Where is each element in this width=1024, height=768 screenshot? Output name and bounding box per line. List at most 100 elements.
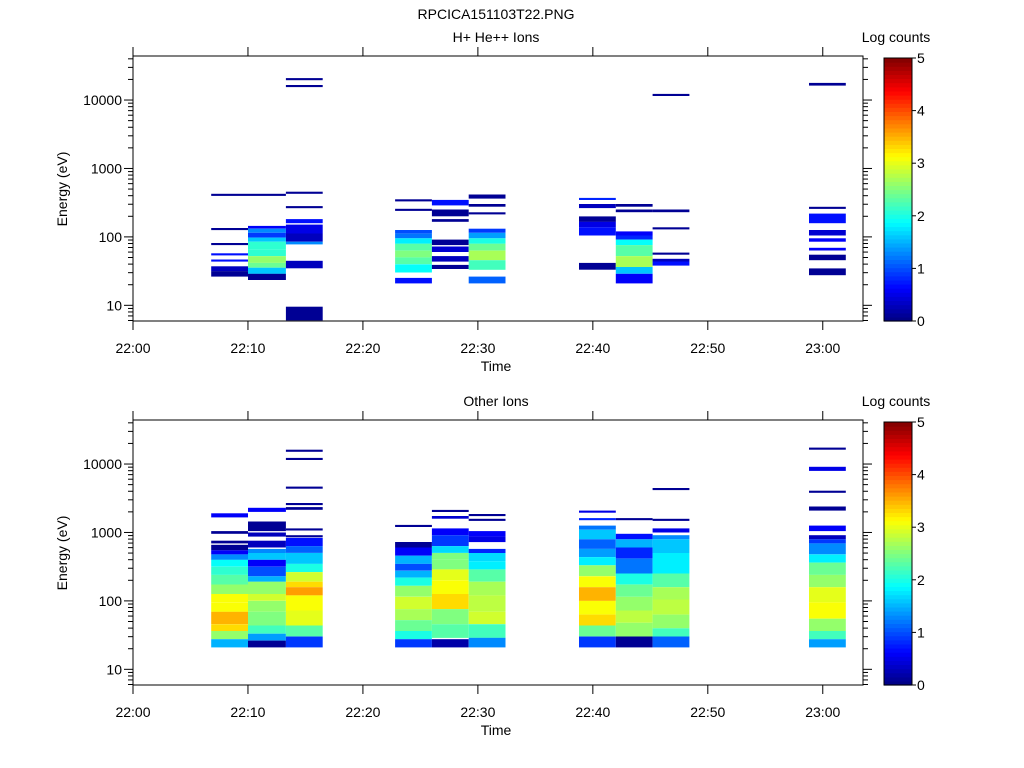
colorbar-segment [884,446,912,452]
heatmap-cell [652,252,690,255]
colorbar-segment [884,648,912,653]
heatmap-cell [652,518,690,521]
heatmap-cell [431,553,469,560]
heatmap-cell [285,85,323,88]
heatmap-cell [615,256,653,267]
heatmap-cell [211,193,248,196]
colorbar-segment [884,442,912,448]
heatmap-cell [248,576,286,582]
heatmap-cells [211,78,846,321]
colorbar-segment [884,267,912,273]
heatmap-cell [468,518,506,521]
colorbar-segment [884,247,912,252]
heatmap-cell [809,506,846,511]
heatmap-cell [579,600,616,615]
heatmap-cell [615,235,653,240]
colorbar-segment [884,627,912,633]
heatmap-cell [615,622,653,637]
colorbar-segment [884,438,912,444]
heatmap-cell [211,639,248,648]
colorbar-segment [884,111,912,117]
heatmap-cell [652,227,690,230]
y-tick-label: 10000 [83,92,122,108]
heatmap-cell [248,540,286,548]
heatmap-cell [431,246,469,252]
heatmap-cell [395,563,432,571]
heatmap-cell [248,228,286,233]
heatmap-cell [652,599,690,615]
colorbar-segment [884,479,912,485]
colorbar-segment [884,656,912,661]
heatmap-cell [285,306,323,321]
colorbar-segment [884,569,912,575]
heatmap-cell [248,640,286,648]
heatmap-cell [615,573,653,585]
y-tick-label: 10 [106,297,122,313]
heatmap-cell [285,587,323,596]
colorbar-segment [884,487,912,493]
heatmap-cell [431,516,469,519]
heatmap-cell [285,553,323,564]
colorbar-segment [884,300,912,306]
colorbar-segment [884,430,912,435]
heatmap-cell [615,539,653,548]
x-tick-label: 22:50 [690,340,725,356]
heatmap-cell [468,260,506,270]
colorbar-segment [884,99,912,104]
x-tick-label: 22:20 [345,704,380,720]
heatmap-cell [431,199,469,206]
colorbar-segment [884,660,912,665]
colorbar-tick-label: 0 [917,313,925,329]
colorbar-segment [884,615,912,620]
colorbar-tick-label: 1 [917,624,925,640]
colorbar-segment [884,279,912,285]
colorbar-tick-label: 4 [917,103,925,119]
colorbar-segment [884,450,912,456]
colorbar-segment [884,574,912,579]
heatmap-cell [285,224,323,234]
colorbar-segment [884,86,912,92]
heatmap-cell [431,509,469,512]
colorbar-segment [884,123,912,129]
heatmap-cell [652,573,690,588]
heatmap-cell [652,258,690,262]
colorbar-segment [884,312,912,318]
heatmap-cell [395,230,432,234]
colorbar-segment [884,127,912,133]
colorbar-segment [884,664,912,670]
heatmap-cell [652,209,690,213]
heatmap-cell [248,237,286,242]
colorbar-segment [884,516,912,522]
colorbar-segment [884,434,912,439]
heatmap-cell [579,227,616,236]
colorbar-segment [884,471,912,476]
colorbar-segment [884,549,912,555]
heatmap-cell [809,466,846,471]
colorbar-segment [884,308,912,314]
heatmap-cell [285,206,323,209]
heatmap-cell [248,225,286,229]
colorbar-segment [884,144,912,149]
colorbar-segment [884,103,912,108]
colorbar-segment [884,496,912,501]
heatmap-cell [468,536,506,543]
heatmap-cell [809,268,846,276]
colorbar-segment [884,652,912,657]
heatmap-cell [615,533,653,540]
colorbar-segment [884,619,912,624]
heatmap-cell [248,507,286,512]
colorbar-segment [884,524,912,530]
heatmap-cell [652,587,690,600]
heatmap-cell [248,241,286,250]
colorbar-segment [884,533,912,538]
heatmap-cell [809,602,846,619]
x-tick-label: 22:10 [230,704,265,720]
colorbar-segment [884,508,912,513]
heatmap-cell [285,507,323,510]
heatmap-cell [809,230,846,236]
heatmap-cell [579,518,616,521]
colorbar-segment [884,500,912,505]
colorbar-segment [884,119,912,125]
heatmap-cell [395,277,432,284]
